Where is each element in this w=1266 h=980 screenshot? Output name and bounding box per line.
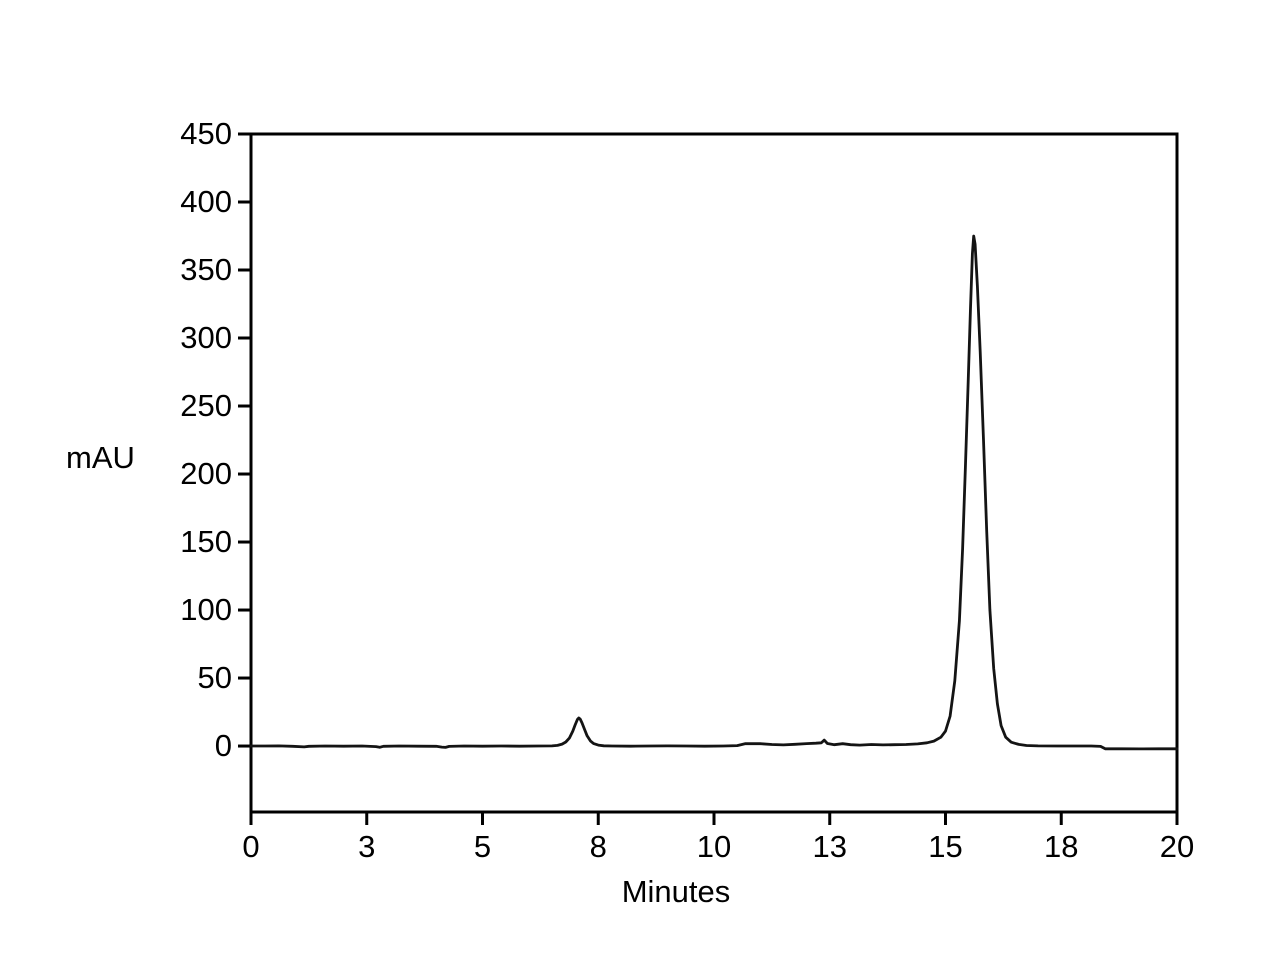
x-tick-label: 5	[473, 829, 492, 864]
x-tick-label: 0	[242, 829, 260, 864]
y-tick-label: 300	[180, 320, 232, 355]
y-tick-label: 350	[180, 252, 232, 287]
x-tick-label: 3	[358, 829, 376, 864]
plot-frame	[249, 132, 1179, 814]
y-tick-label: 450	[180, 116, 232, 151]
y-tick-label: 100	[180, 592, 232, 628]
y-tick-label: 200	[180, 456, 232, 492]
y-tick-label: 150	[180, 524, 232, 560]
y-tick-label: 0	[214, 728, 232, 764]
x-tick-label: 18	[1044, 829, 1079, 864]
y-axis-title: mAU	[66, 440, 135, 475]
x-tick-label: 15	[928, 829, 963, 864]
y-tick-label: 400	[180, 184, 232, 219]
x-tick-label: 8	[589, 829, 607, 864]
x-tick-label: 20	[1159, 829, 1195, 864]
y-tick-label: 250	[180, 388, 232, 424]
x-axis-title: Minutes	[621, 874, 731, 909]
absorbance-trace	[249, 234, 1179, 751]
x-tick-label: 10	[696, 829, 732, 864]
y-tick-label: 50	[197, 660, 232, 696]
x-tick-label: 13	[812, 829, 847, 864]
